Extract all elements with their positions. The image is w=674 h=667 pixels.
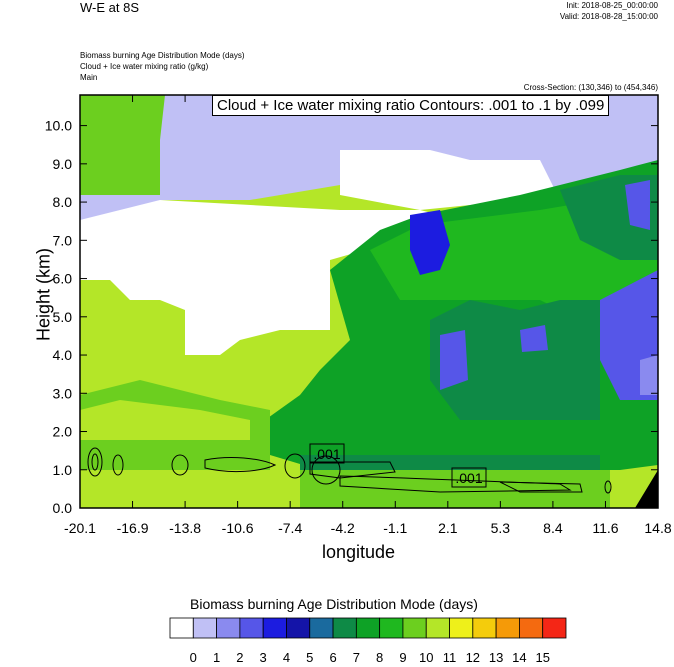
- colorbar-swatch: [169, 617, 194, 639]
- colorbar-label: 7: [353, 650, 360, 665]
- x-axis: -20.1 -16.9 -13.8 -10.6 -7.4 -4.2 -1.1 2.1 5.3 8.…: [64, 95, 672, 536]
- contour-tag-label: .001: [313, 446, 340, 462]
- init-time: Init: 2018-08-25_00:00:00: [566, 1, 658, 10]
- y-tick-label: 0.0: [53, 500, 73, 516]
- chart-title: W-E at 8S: [80, 0, 140, 15]
- colorbar-swatch: [239, 617, 264, 639]
- colorbar-label: 13: [489, 650, 503, 665]
- colorbar-label: 11: [443, 650, 457, 665]
- y-tick-label: 6.0: [53, 271, 73, 287]
- contour-tags: .001 .001: [309, 443, 487, 488]
- contour-tag-box: [309, 443, 345, 464]
- colorbar-title: Biomass burning Age Distribution Mode (d…: [190, 596, 478, 612]
- x-tick-label: 11.6: [592, 520, 618, 536]
- contour-tag-label: .001: [455, 470, 482, 486]
- field-line-cloud: Cloud + Ice water mixing ratio (g/kg): [80, 62, 209, 71]
- y-tick-label: 5.0: [53, 309, 73, 325]
- y-tick-label: 7.0: [53, 232, 73, 248]
- colorbar-swatch: [472, 617, 497, 639]
- colorbar-swatch: [495, 617, 520, 639]
- colorbar-label: 5: [306, 650, 313, 665]
- x-tick-label: -16.9: [117, 520, 149, 536]
- colorbar-label: 8: [376, 650, 383, 665]
- colorbar-swatch: [425, 617, 450, 639]
- colorbar-label: 1: [213, 650, 220, 665]
- y-axis-label: Height (km): [33, 248, 54, 342]
- field-line-biomass: Biomass burning Age Distribution Mode (d…: [80, 51, 245, 60]
- x-tick-label: -1.1: [383, 520, 407, 536]
- colorbar-label: 14: [512, 650, 526, 665]
- colorbar-label: 9: [399, 650, 406, 665]
- colorbar-label: 10: [419, 650, 433, 665]
- colorbar-swatch: [519, 617, 544, 639]
- colorbar-swatch: [332, 617, 357, 639]
- heatmap-field: [80, 95, 658, 508]
- x-tick-label: 5.3: [491, 520, 511, 536]
- colorbar-swatch: [449, 617, 474, 639]
- colorbar-swatch: [286, 617, 311, 639]
- x-axis-label: longitude: [322, 542, 396, 562]
- y-tick-label: 1.0: [53, 462, 73, 478]
- colorbar: 0 1 2 3 4 5 6 7 8 9 10 11 12 13 14 15: [169, 617, 567, 665]
- field-line-main: Main: [80, 73, 98, 82]
- colorbar-label: 2: [236, 650, 243, 665]
- contour-lines: [87, 447, 612, 494]
- colorbar-swatch: [192, 617, 217, 639]
- colorbar-label: 15: [535, 650, 549, 665]
- x-tick-label: 14.8: [644, 520, 671, 536]
- x-tick-label: -7.4: [278, 520, 302, 536]
- x-tick-label: 2.1: [438, 520, 458, 536]
- y-tick-label: 2.0: [53, 424, 73, 440]
- y-tick-label: 8.0: [53, 194, 73, 210]
- colorbar-label: 4: [283, 650, 290, 665]
- cross-section-label: Cross-Section: (130,346) to (454,346): [523, 83, 658, 92]
- x-tick-label: -4.2: [331, 520, 355, 536]
- colorbar-swatch: [309, 617, 334, 639]
- colorbar-swatch: [379, 617, 404, 639]
- colorbar-label: 0: [190, 650, 197, 665]
- y-tick-label: 4.0: [53, 347, 73, 363]
- y-tick-label: 3.0: [53, 385, 73, 401]
- y-tick-label: 10.0: [45, 118, 72, 134]
- colorbar-label: 3: [260, 650, 267, 665]
- x-tick-label: -13.8: [169, 520, 201, 536]
- x-tick-label: -20.1: [64, 520, 96, 536]
- contour-tag-box: [451, 467, 487, 488]
- contour-info-label: Cloud + Ice water mixing ratio Contours:…: [212, 95, 610, 116]
- x-tick-label: -10.6: [222, 520, 254, 536]
- colorbar-swatch: [216, 617, 241, 639]
- y-tick-label: 9.0: [53, 156, 73, 172]
- colorbar-swatch: [542, 617, 567, 639]
- colorbar-swatch: [402, 617, 427, 639]
- x-tick-label: 8.4: [543, 520, 563, 536]
- colorbar-label: 12: [466, 650, 480, 665]
- valid-time: Valid: 2018-08-28_15:00:00: [559, 12, 658, 21]
- colorbar-swatch: [262, 617, 287, 639]
- y-axis: 0.0 1.0 2.0 3.0 4.0 5.0 6.0 7.0 8.0 9.0 10.0: [45, 118, 658, 516]
- colorbar-label: 6: [329, 650, 336, 665]
- colorbar-swatch: [355, 617, 381, 639]
